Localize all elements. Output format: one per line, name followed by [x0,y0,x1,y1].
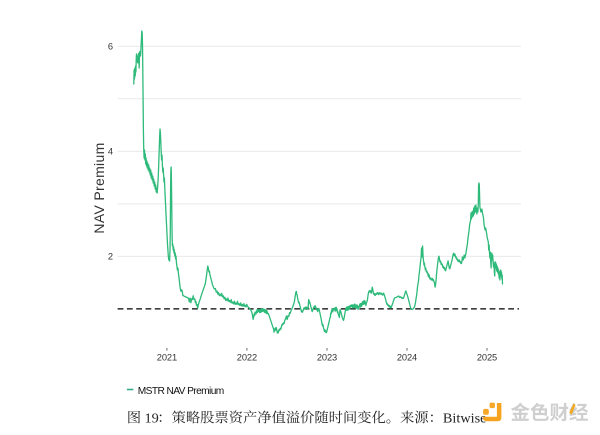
svg-text:2: 2 [108,252,113,262]
svg-text:4: 4 [108,147,113,157]
svg-text:19: 19 [145,410,159,426]
svg-text:Bitwise: Bitwise [443,410,487,426]
svg-text:2024: 2024 [397,353,417,363]
svg-text:2023: 2023 [317,353,337,363]
svg-text:MSTR NAV Premium: MSTR NAV Premium [138,386,224,397]
svg-text:6: 6 [108,42,113,52]
svg-text:2025: 2025 [477,353,497,363]
svg-text:2022: 2022 [237,353,257,363]
svg-text:NAV Premium: NAV Premium [91,142,107,233]
svg-text:2021: 2021 [157,353,177,363]
